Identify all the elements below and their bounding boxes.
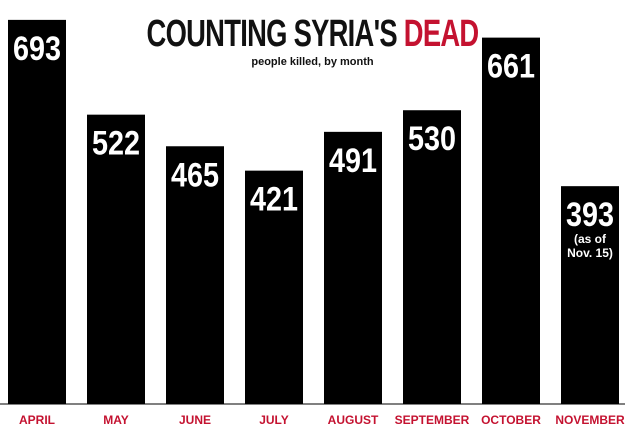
category-label: AUGUST <box>328 413 379 427</box>
bar-value-label: 421 <box>250 181 298 219</box>
bar-july <box>245 170 303 404</box>
bar-value-label: 530 <box>408 120 456 158</box>
category-label: JUNE <box>179 413 211 427</box>
category-label: MAY <box>103 413 129 427</box>
bar-june <box>166 146 224 404</box>
bar-value-label: 491 <box>329 142 377 180</box>
bar-april <box>8 19 66 404</box>
bar-august <box>324 131 382 405</box>
bar-note-line: (as of <box>574 232 607 246</box>
category-label: SEPTEMBER <box>395 413 470 427</box>
category-label: JULY <box>259 413 289 427</box>
bar-value-label: 522 <box>92 125 140 163</box>
category-label: APRIL <box>19 413 55 427</box>
bar-value-label: 465 <box>171 156 219 194</box>
bar-value-label: 661 <box>487 48 535 86</box>
bar-november <box>561 186 619 404</box>
bar-value-label: 393 <box>566 196 614 234</box>
category-label: OCTOBER <box>481 413 541 427</box>
bar-note-line: Nov. 15) <box>567 246 613 260</box>
bar-september <box>403 110 461 404</box>
bar-value-label: 693 <box>13 30 61 68</box>
category-label: NOVEMBER <box>555 413 625 427</box>
bar-october <box>482 37 540 405</box>
bar-may <box>87 114 145 405</box>
